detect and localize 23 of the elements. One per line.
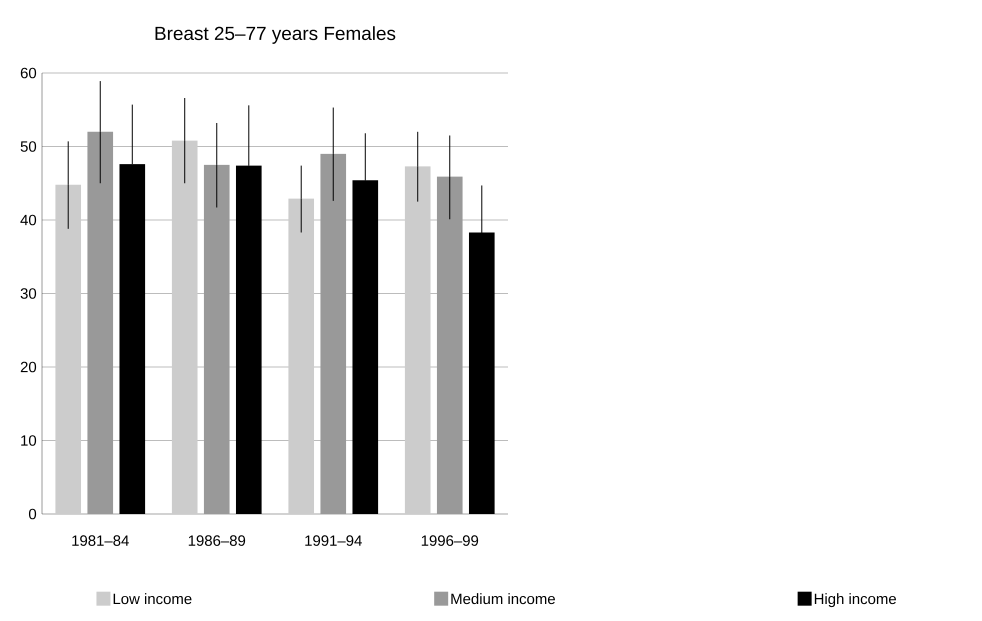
y-tick-label: 30 — [20, 288, 36, 299]
y-tick-label: 60 — [20, 68, 36, 78]
y-tick-label: 0 — [28, 508, 36, 520]
bar — [404, 166, 431, 514]
y-tick-label: 50 — [20, 141, 36, 152]
bar — [288, 198, 314, 514]
x-tick-label: 1986–89 — [188, 535, 246, 546]
bar — [204, 164, 230, 514]
legend-label: High income — [814, 593, 896, 608]
bar — [172, 140, 198, 514]
x-tick-label: 1996–99 — [422, 535, 478, 546]
legend-label: Medium income — [451, 593, 555, 604]
x-tick-label: 1991–94 — [305, 535, 362, 546]
x-tick-label: 1981–84 — [72, 535, 129, 546]
bar — [55, 184, 82, 514]
bar — [87, 132, 114, 514]
legend-label: Low income — [114, 593, 192, 604]
y-tick-label: 10 — [21, 435, 36, 446]
bar — [436, 176, 463, 514]
y-tick-label: 20 — [20, 362, 36, 372]
y-tick-label: 40 — [20, 214, 36, 226]
bar — [320, 154, 346, 514]
chart-title: Breast 25–77 years Females — [156, 26, 396, 44]
